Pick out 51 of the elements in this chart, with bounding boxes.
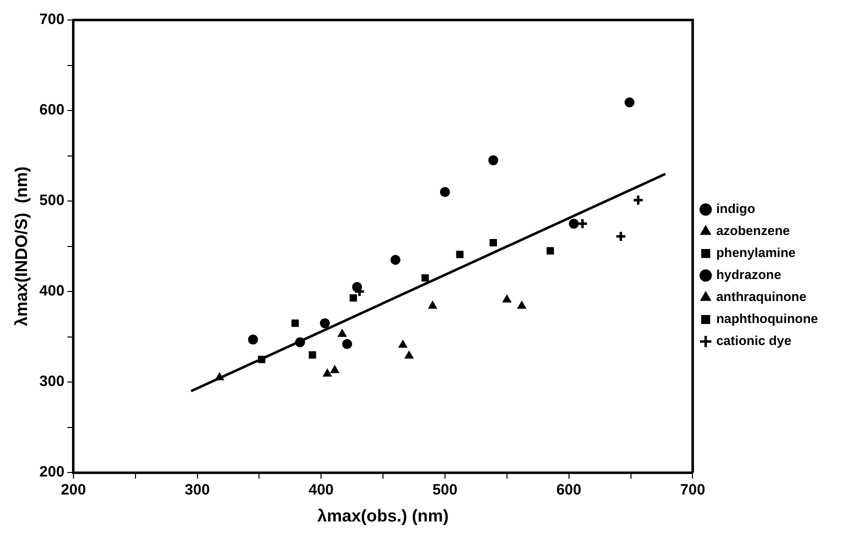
- legend-label: anthraquinone: [716, 289, 806, 304]
- point: [322, 368, 332, 377]
- legend-label: phenylamine: [716, 245, 796, 260]
- point: [342, 339, 352, 350]
- x-axis-title: λmax(obs.) (nm): [317, 506, 449, 526]
- point: [490, 238, 497, 246]
- point: [390, 254, 400, 265]
- point: [248, 334, 258, 345]
- point: [352, 282, 362, 292]
- x-tick-label: 300: [184, 482, 210, 499]
- point: [632, 194, 644, 206]
- point: [456, 250, 464, 258]
- y-tick-label: 600: [39, 102, 64, 119]
- x-tick-label: 600: [556, 482, 582, 499]
- legend-label: azobenzene: [716, 223, 790, 238]
- point: [615, 230, 627, 242]
- y-axis-title: λmax(INDO/S) (nm): [12, 166, 31, 326]
- point: [568, 218, 579, 229]
- point: [398, 340, 408, 348]
- point: [421, 274, 429, 282]
- legend-label: cationic dye: [716, 333, 792, 348]
- point: [320, 318, 330, 328]
- x-tick-label: 200: [60, 482, 86, 499]
- y-tick-label: 700: [39, 11, 64, 28]
- y-tick-label: 200: [39, 464, 64, 481]
- point: [330, 365, 340, 374]
- point: [428, 301, 437, 309]
- x-tick-label: 700: [680, 482, 706, 499]
- point: [404, 350, 414, 359]
- point: [502, 294, 512, 302]
- point: [291, 320, 299, 327]
- legend-label: naphthoquinone: [716, 311, 818, 326]
- legend-label: hydrazone: [716, 267, 782, 282]
- point: [338, 329, 347, 337]
- point: [576, 218, 588, 230]
- point: [258, 356, 266, 364]
- x-tick-label: 500: [432, 482, 458, 499]
- y-tick-label: 400: [39, 282, 64, 300]
- point: [350, 294, 358, 302]
- point: [295, 337, 306, 348]
- point: [215, 372, 224, 380]
- point: [624, 97, 635, 108]
- legend-label: indigo: [716, 201, 756, 216]
- y-tick-label: 500: [39, 192, 64, 210]
- x-tick-label: 400: [308, 482, 334, 499]
- point: [517, 301, 526, 309]
- point: [440, 186, 450, 197]
- point: [546, 247, 554, 255]
- point: [308, 351, 316, 359]
- point: [488, 155, 498, 166]
- y-tick-label: 300: [39, 373, 64, 390]
